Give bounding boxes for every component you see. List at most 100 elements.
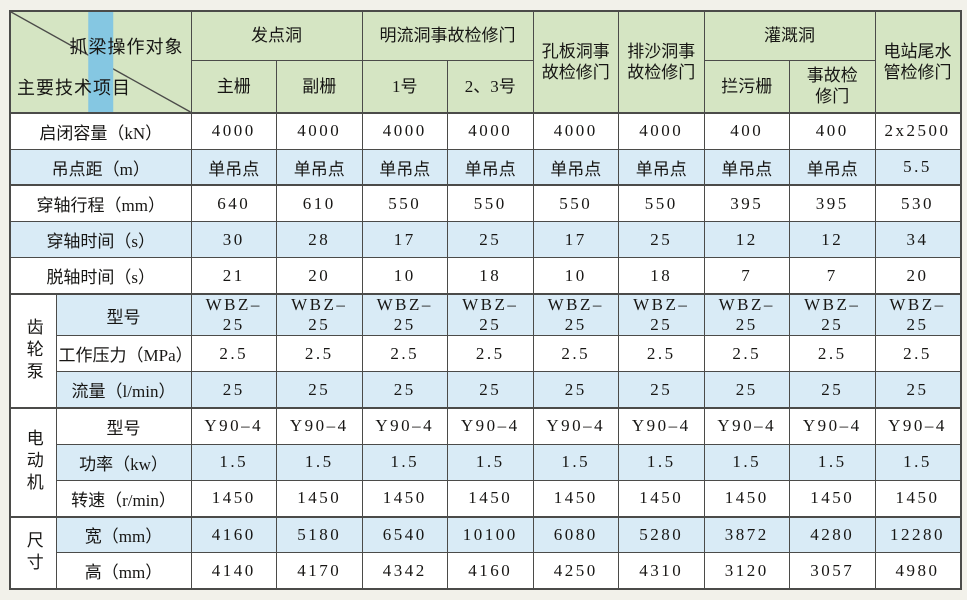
value-cell: Y90–4 xyxy=(618,407,705,445)
value-cell: 20 xyxy=(276,257,363,295)
value-cell: Y90–4 xyxy=(361,407,448,445)
value-cell: 2.5 xyxy=(532,335,619,373)
value-cell: 单吊点 xyxy=(703,148,790,186)
value-cell: 单吊点 xyxy=(190,148,277,186)
value-cell: 3057 xyxy=(789,552,876,590)
value-cell: 1.5 xyxy=(789,443,876,481)
spec-table: 抓梁操作对象 主要技术项目 发点洞 明流洞事故检修门 孔板洞事故检修门 排沙洞事… xyxy=(9,10,962,590)
value-cell: 2.5 xyxy=(190,335,277,373)
value-cell: 1450 xyxy=(447,479,534,518)
value-cell: 1450 xyxy=(276,479,363,518)
value-cell: 25 xyxy=(703,371,790,409)
value-cell: 21 xyxy=(190,257,277,295)
value-cell: 4000 xyxy=(618,111,705,150)
corner-label-top: 抓梁操作对象 xyxy=(69,37,184,57)
value-cell: 3120 xyxy=(703,552,790,590)
value-cell: WBZ–25 xyxy=(532,292,619,337)
value-cell: 4160 xyxy=(190,515,277,554)
value-cell: 单吊点 xyxy=(447,148,534,186)
value-cell: 4980 xyxy=(874,552,961,590)
value-cell: 25 xyxy=(874,371,961,409)
row-label: 穿轴行程（mm） xyxy=(9,184,192,223)
value-cell: 5180 xyxy=(276,515,363,554)
sub-column-header: 2、3号 xyxy=(447,59,534,114)
value-cell: 5280 xyxy=(618,515,705,554)
value-cell: 单吊点 xyxy=(532,148,619,186)
value-cell: 1450 xyxy=(703,479,790,518)
value-cell: 4000 xyxy=(447,111,534,150)
row-label: 宽（mm） xyxy=(55,515,192,554)
value-cell: 10 xyxy=(361,257,448,295)
row-label: 工作压力（MPa） xyxy=(55,335,192,373)
value-cell: Y90–4 xyxy=(874,407,961,445)
value-cell: 1.5 xyxy=(447,443,534,481)
value-cell: 550 xyxy=(618,184,705,223)
value-cell: 2x2500 xyxy=(874,111,961,150)
value-cell: 10100 xyxy=(447,515,534,554)
value-cell: 7 xyxy=(703,257,790,295)
value-cell: 4000 xyxy=(190,111,277,150)
row-label: 脱轴时间（s） xyxy=(9,257,192,295)
value-cell: 1.5 xyxy=(874,443,961,481)
value-cell: 1450 xyxy=(190,479,277,518)
value-cell: 25 xyxy=(276,371,363,409)
value-cell: 单吊点 xyxy=(789,148,876,186)
value-cell: Y90–4 xyxy=(276,407,363,445)
value-cell: 5.5 xyxy=(874,148,961,186)
text-cursor xyxy=(88,12,114,112)
value-cell: 4000 xyxy=(361,111,448,150)
sub-column-header: 拦污栅 xyxy=(703,59,790,114)
column-group-header: 排沙洞事故检修门 xyxy=(618,10,705,114)
value-cell: 400 xyxy=(703,111,790,150)
corner-cell: 抓梁操作对象 主要技术项目 xyxy=(9,10,192,114)
value-cell: 25 xyxy=(618,221,705,259)
value-cell: 395 xyxy=(789,184,876,223)
value-cell: 17 xyxy=(361,221,448,259)
value-cell: 25 xyxy=(447,221,534,259)
sub-column-header: 事故检修门 xyxy=(789,59,876,114)
value-cell: Y90–4 xyxy=(190,407,277,445)
value-cell: 4140 xyxy=(190,552,277,590)
column-group-header: 发点洞 xyxy=(190,10,363,61)
value-cell: 20 xyxy=(874,257,961,295)
row-label: 功率（kw） xyxy=(55,443,192,481)
value-cell: 12 xyxy=(703,221,790,259)
column-group-header: 电站尾水管检修门 xyxy=(874,10,961,114)
value-cell: 25 xyxy=(789,371,876,409)
value-cell: 2.5 xyxy=(361,335,448,373)
row-label: 转速（r/min） xyxy=(55,479,192,518)
group-label: 尺寸 xyxy=(9,515,57,590)
value-cell: 2.5 xyxy=(789,335,876,373)
value-cell: 7 xyxy=(789,257,876,295)
sub-column-header: 1号 xyxy=(361,59,448,114)
value-cell: 1450 xyxy=(789,479,876,518)
value-cell: 4160 xyxy=(447,552,534,590)
group-label-text: 齿轮泵 xyxy=(23,317,43,384)
group-label-text: 尺寸 xyxy=(23,530,43,575)
value-cell: 30 xyxy=(190,221,277,259)
value-cell: WBZ–25 xyxy=(874,292,961,337)
value-cell: 640 xyxy=(190,184,277,223)
value-cell: 25 xyxy=(190,371,277,409)
column-group-header: 灌溉洞 xyxy=(703,10,876,61)
value-cell: 4280 xyxy=(789,515,876,554)
value-cell: 10 xyxy=(532,257,619,295)
value-cell: WBZ–25 xyxy=(618,292,705,337)
column-group-header: 孔板洞事故检修门 xyxy=(532,10,619,114)
value-cell: 28 xyxy=(276,221,363,259)
value-cell: 4000 xyxy=(532,111,619,150)
value-cell: WBZ–25 xyxy=(789,292,876,337)
row-label: 高（mm） xyxy=(55,552,192,590)
value-cell: 34 xyxy=(874,221,961,259)
value-cell: 单吊点 xyxy=(618,148,705,186)
value-cell: 550 xyxy=(361,184,448,223)
value-cell: 25 xyxy=(361,371,448,409)
row-label: 吊点距（m） xyxy=(9,148,192,186)
value-cell: 1450 xyxy=(874,479,961,518)
value-cell: 4310 xyxy=(618,552,705,590)
value-cell: WBZ–25 xyxy=(703,292,790,337)
value-cell: 550 xyxy=(532,184,619,223)
value-cell: 18 xyxy=(447,257,534,295)
row-label: 穿轴时间（s） xyxy=(9,221,192,259)
value-cell: 18 xyxy=(618,257,705,295)
